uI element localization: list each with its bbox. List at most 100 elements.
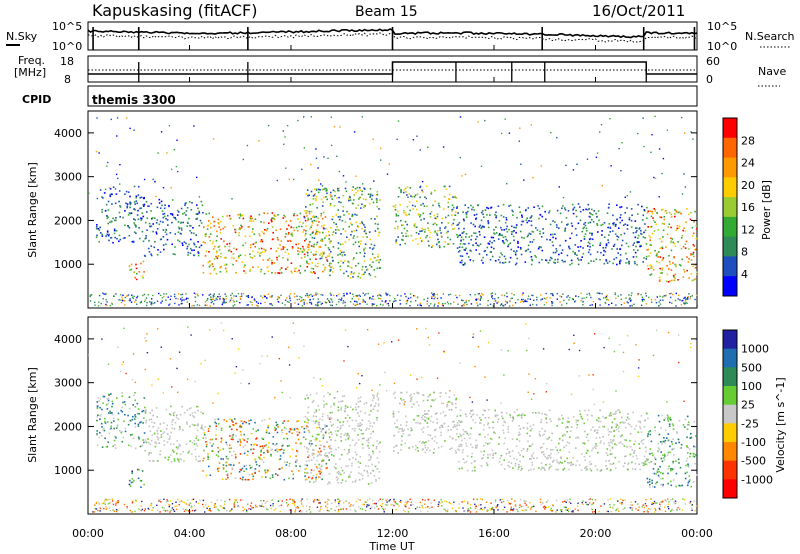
data-point bbox=[225, 455, 228, 458]
data-point bbox=[277, 300, 279, 303]
data-point bbox=[220, 458, 222, 460]
data-point bbox=[472, 223, 475, 226]
data-point bbox=[596, 419, 598, 421]
data-point bbox=[640, 232, 642, 235]
data-point bbox=[470, 455, 473, 458]
data-point bbox=[472, 413, 475, 415]
data-point bbox=[565, 217, 568, 219]
data-point bbox=[316, 224, 319, 226]
data-point bbox=[331, 301, 334, 303]
data-point bbox=[410, 296, 412, 299]
data-point bbox=[526, 422, 529, 424]
data-point bbox=[500, 303, 503, 305]
data-point bbox=[305, 447, 308, 449]
data-point bbox=[347, 465, 349, 467]
data-point bbox=[252, 266, 254, 268]
data-point bbox=[453, 227, 456, 230]
data-point bbox=[151, 409, 153, 412]
data-point bbox=[188, 408, 191, 410]
data-point bbox=[233, 301, 235, 303]
data-point bbox=[214, 418, 216, 421]
data-point bbox=[234, 457, 237, 460]
colorbar-segment bbox=[723, 157, 737, 178]
data-point bbox=[133, 295, 135, 297]
data-point bbox=[263, 248, 265, 251]
data-point bbox=[324, 216, 327, 218]
data-point bbox=[623, 232, 626, 235]
data-point bbox=[216, 256, 218, 258]
data-point bbox=[637, 249, 639, 252]
data-point bbox=[232, 299, 235, 302]
data-point bbox=[491, 296, 493, 298]
data-point bbox=[589, 455, 591, 458]
data-point bbox=[226, 473, 229, 475]
data-point bbox=[365, 293, 367, 295]
data-point bbox=[299, 295, 301, 298]
data-point bbox=[686, 452, 689, 454]
data-point bbox=[452, 243, 455, 245]
data-point bbox=[687, 297, 689, 299]
data-point bbox=[173, 148, 175, 151]
data-point bbox=[550, 233, 552, 236]
data-point bbox=[156, 432, 159, 435]
data-point bbox=[329, 292, 332, 295]
data-point bbox=[233, 257, 235, 260]
data-point bbox=[441, 402, 443, 405]
data-point bbox=[583, 422, 585, 425]
data-point bbox=[596, 445, 598, 447]
data-point bbox=[145, 221, 147, 224]
data-point bbox=[651, 452, 653, 455]
data-point bbox=[545, 418, 548, 420]
data-point bbox=[530, 224, 533, 227]
data-point bbox=[351, 419, 354, 422]
data-point bbox=[634, 262, 636, 265]
data-point bbox=[215, 297, 217, 300]
data-point bbox=[501, 229, 503, 231]
data-point bbox=[216, 235, 218, 237]
data-point bbox=[265, 429, 268, 431]
data-point bbox=[250, 467, 252, 469]
data-point bbox=[460, 261, 463, 264]
data-point bbox=[558, 186, 560, 188]
data-point bbox=[527, 207, 530, 209]
data-point bbox=[98, 400, 100, 402]
data-point bbox=[361, 273, 364, 276]
data-point bbox=[591, 208, 593, 211]
data-point bbox=[209, 442, 211, 444]
data-point bbox=[359, 243, 362, 245]
data-point bbox=[589, 221, 592, 224]
data-point bbox=[660, 451, 662, 453]
data-point bbox=[345, 181, 347, 183]
data-point bbox=[400, 191, 402, 194]
data-point bbox=[282, 444, 284, 447]
data-point bbox=[562, 468, 564, 471]
data-point bbox=[686, 428, 689, 430]
data-point bbox=[304, 294, 307, 297]
data-point bbox=[350, 406, 352, 408]
data-point bbox=[692, 232, 695, 235]
data-point bbox=[444, 227, 446, 229]
data-point bbox=[330, 250, 332, 253]
data-point bbox=[355, 300, 357, 303]
data-point bbox=[418, 213, 420, 215]
data-point bbox=[369, 274, 372, 277]
data-point bbox=[147, 438, 149, 440]
data-point bbox=[186, 225, 188, 227]
data-point bbox=[639, 468, 641, 471]
data-point bbox=[402, 191, 405, 194]
data-point bbox=[622, 422, 625, 424]
data-point bbox=[319, 473, 321, 475]
data-point bbox=[304, 475, 306, 477]
data-point bbox=[566, 302, 568, 305]
data-point bbox=[357, 423, 360, 425]
data-point bbox=[666, 437, 668, 439]
data-point bbox=[669, 451, 671, 454]
colorbar-tick-label: 12 bbox=[741, 223, 755, 236]
data-point bbox=[484, 436, 486, 438]
data-point bbox=[605, 464, 607, 467]
data-point bbox=[339, 250, 342, 252]
data-point bbox=[415, 226, 418, 228]
data-point bbox=[170, 431, 173, 434]
data-point bbox=[690, 253, 692, 255]
data-point bbox=[171, 199, 174, 201]
